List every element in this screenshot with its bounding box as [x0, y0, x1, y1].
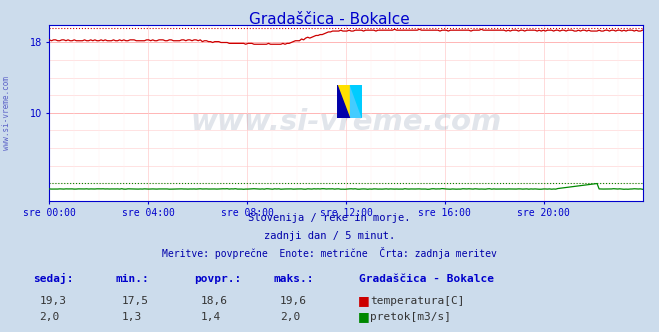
Text: pretok[m3/s]: pretok[m3/s]	[370, 312, 451, 322]
Text: 18,6: 18,6	[201, 296, 228, 306]
Text: povpr.:: povpr.:	[194, 274, 242, 284]
Text: Meritve: povprečne  Enote: metrične  Črta: zadnja meritev: Meritve: povprečne Enote: metrične Črta:…	[162, 247, 497, 259]
Text: 1,4: 1,4	[201, 312, 221, 322]
Bar	[349, 85, 362, 118]
Text: maks.:: maks.:	[273, 274, 314, 284]
Text: 1,3: 1,3	[122, 312, 142, 322]
Bar	[337, 85, 349, 118]
Text: temperatura[C]: temperatura[C]	[370, 296, 465, 306]
Text: 2,0: 2,0	[280, 312, 301, 322]
Text: www.si-vreme.com: www.si-vreme.com	[2, 76, 11, 150]
Text: Slovenija / reke in morje.: Slovenija / reke in morje.	[248, 213, 411, 223]
Text: 19,3: 19,3	[40, 296, 67, 306]
Text: 2,0: 2,0	[40, 312, 60, 322]
Text: ■: ■	[358, 294, 370, 307]
Text: 19,6: 19,6	[280, 296, 307, 306]
Text: min.:: min.:	[115, 274, 149, 284]
Text: sedaj:: sedaj:	[33, 273, 73, 284]
Text: zadnji dan / 5 minut.: zadnji dan / 5 minut.	[264, 231, 395, 241]
Text: 17,5: 17,5	[122, 296, 149, 306]
Polygon shape	[349, 85, 362, 118]
Text: www.si-vreme.com: www.si-vreme.com	[190, 108, 501, 136]
Text: ■: ■	[358, 310, 370, 323]
Text: Gradaščica - Bokalce: Gradaščica - Bokalce	[359, 274, 494, 284]
Text: Gradaščica - Bokalce: Gradaščica - Bokalce	[249, 12, 410, 27]
Polygon shape	[337, 85, 349, 118]
